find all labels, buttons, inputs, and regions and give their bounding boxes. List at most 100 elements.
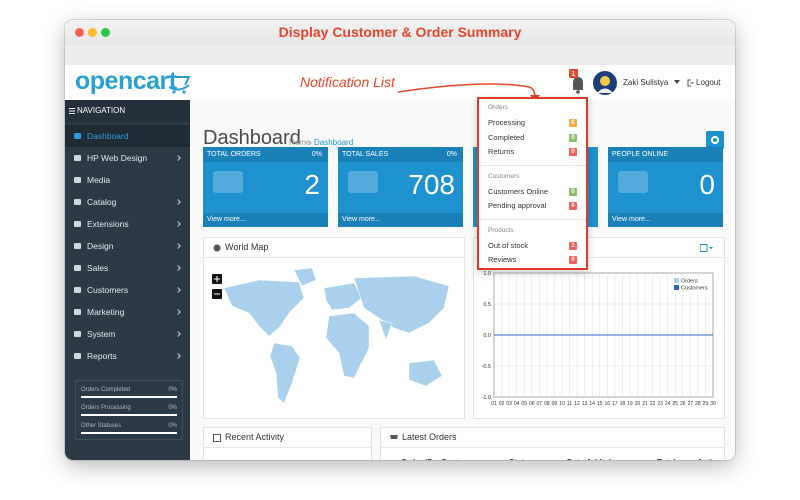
menu-label: Extensions	[87, 219, 129, 229]
breadcrumb-current[interactable]: Dashboard	[314, 138, 354, 147]
caret	[674, 80, 680, 84]
calendar-button[interactable]	[700, 244, 714, 252]
x-tick-label: 05	[521, 401, 527, 407]
legend-label: Orders	[681, 279, 698, 285]
nav-lines	[69, 108, 75, 114]
tile-link[interactable]: View more...	[342, 216, 381, 223]
toolbar-strip	[65, 45, 735, 66]
legend-label: Customers	[681, 286, 708, 292]
recent-activity-panel: Recent Activity	[203, 427, 372, 460]
column-header: Date Added	[567, 458, 611, 460]
gear	[711, 136, 719, 144]
menu-item[interactable]: Sales	[65, 257, 190, 279]
divider	[479, 218, 586, 220]
stat-tile[interactable]: TOTAL SALES 0% 708 View more...	[338, 147, 463, 227]
menu-item[interactable]: Extensions	[65, 213, 190, 235]
zoom-button[interactable]	[101, 28, 110, 37]
tile-change: 0%	[311, 151, 322, 158]
map-africa[interactable]	[325, 312, 370, 379]
notification-bell[interactable]: 1	[568, 68, 588, 96]
menu-item[interactable]: HP Web Design	[65, 147, 190, 169]
menu-item[interactable]: Marketing	[65, 301, 190, 323]
x-tick-label: 26	[680, 401, 686, 407]
notification-item[interactable]: Processing	[488, 118, 526, 127]
cart-icon	[390, 435, 398, 439]
menu-item[interactable]: Dashboard	[65, 125, 190, 147]
app-window: Display Customer & Order Summary opencar…	[65, 20, 735, 460]
menu-icon	[74, 177, 81, 183]
menu-icon	[74, 155, 81, 161]
menu-label: Dashboard	[87, 131, 129, 141]
menu-label: Sales	[87, 263, 109, 273]
tile-value: 2	[304, 169, 320, 200]
x-tick-label: 12	[574, 401, 580, 407]
close-button[interactable]	[75, 28, 84, 37]
menu-item[interactable]: Design	[65, 235, 190, 257]
x-tick-label: 29	[703, 401, 709, 407]
world-map[interactable]	[204, 258, 464, 418]
title-bar: Display Customer & Order Summary	[65, 20, 735, 45]
menu-item[interactable]: Reports	[65, 345, 190, 367]
zoom-in-glyph	[214, 276, 220, 282]
count-badge: 0	[569, 187, 577, 196]
group-heading: Orders	[488, 104, 508, 111]
user-avatar[interactable]	[592, 70, 618, 96]
tile-footer[interactable]: View more...	[338, 213, 463, 227]
map-south-america[interactable]	[269, 342, 301, 404]
logout-link[interactable]: Logout	[696, 78, 721, 87]
arrow-line	[397, 83, 536, 98]
count-badge: 0	[569, 133, 577, 142]
menu-item[interactable]: Customers	[65, 279, 190, 301]
menu-icon	[74, 287, 81, 293]
logo[interactable]: opencart	[75, 67, 177, 95]
bell-count: 1	[572, 71, 576, 78]
x-tick-label: 06	[529, 401, 535, 407]
sales-panel: 01 02 03 04 05 06 07 08 09 10 11 12 13 14 15 16 17 18 19 20…	[473, 237, 725, 419]
calendar-icon	[213, 434, 221, 442]
tile-footer[interactable]: View more...	[608, 213, 723, 227]
map-greenland[interactable]	[293, 267, 317, 287]
menu-chevron	[175, 243, 181, 249]
stat-tile[interactable]: TOTAL ORDERS 0% 2 View more...	[203, 147, 328, 227]
group-heading: Customers	[488, 172, 520, 180]
stat-bar	[81, 432, 177, 434]
count-badge: 0	[569, 148, 577, 156]
cart	[390, 435, 398, 439]
settings-button[interactable]	[706, 131, 724, 149]
map-asia[interactable]	[353, 275, 450, 334]
notification-item[interactable]: Pending approval	[488, 201, 547, 210]
breadcrumb-home[interactable]: Home	[289, 138, 311, 147]
x-tick-label: 21	[642, 401, 648, 407]
notification-item[interactable]: Reviews	[488, 255, 517, 264]
notification-item[interactable]: Customers Online	[488, 186, 549, 196]
menu-label: Marketing	[87, 307, 125, 317]
notification-item[interactable]: Completed	[488, 132, 525, 142]
logout-glyph	[687, 79, 694, 87]
user-name[interactable]: Zaki Sulistya	[623, 78, 669, 87]
map-india[interactable]	[378, 319, 393, 341]
count-badge: 0	[569, 202, 577, 210]
sales-chart: 01 02 03 04 05 06 07 08 09 10 11 12 13 14 15 16 17 18 19 20…	[482, 271, 716, 407]
map-north-america[interactable]	[223, 279, 305, 337]
menu-item[interactable]: Catalog	[65, 191, 190, 213]
annotation: Notification List	[300, 74, 395, 90]
menu-item[interactable]: System	[65, 323, 190, 345]
tile-link[interactable]: View more...	[612, 216, 651, 223]
stat-tile[interactable]: PEOPLE ONLINE 0 View more...	[608, 147, 723, 227]
notification-item[interactable]: Returns	[488, 147, 515, 156]
x-tick-label: 30	[710, 401, 716, 407]
tile-link[interactable]: View more...	[207, 216, 246, 223]
tile-title: TOTAL SALES	[342, 151, 389, 158]
panel-title: Recent Activity	[225, 432, 285, 442]
minimize-button[interactable]	[88, 28, 97, 37]
map-europe[interactable]	[323, 282, 363, 311]
x-tick-label: 18	[620, 401, 626, 407]
logo-wheel	[182, 90, 186, 94]
notification-item[interactable]: Out of stock	[488, 240, 529, 250]
map-australia[interactable]	[408, 359, 443, 387]
menu-item[interactable]: Media	[65, 169, 190, 191]
logo-cart	[167, 76, 191, 94]
x-tick-label: 17	[612, 401, 618, 407]
tile-footer[interactable]: View more...	[203, 213, 328, 227]
menu-label: HP Web Design	[87, 153, 148, 163]
